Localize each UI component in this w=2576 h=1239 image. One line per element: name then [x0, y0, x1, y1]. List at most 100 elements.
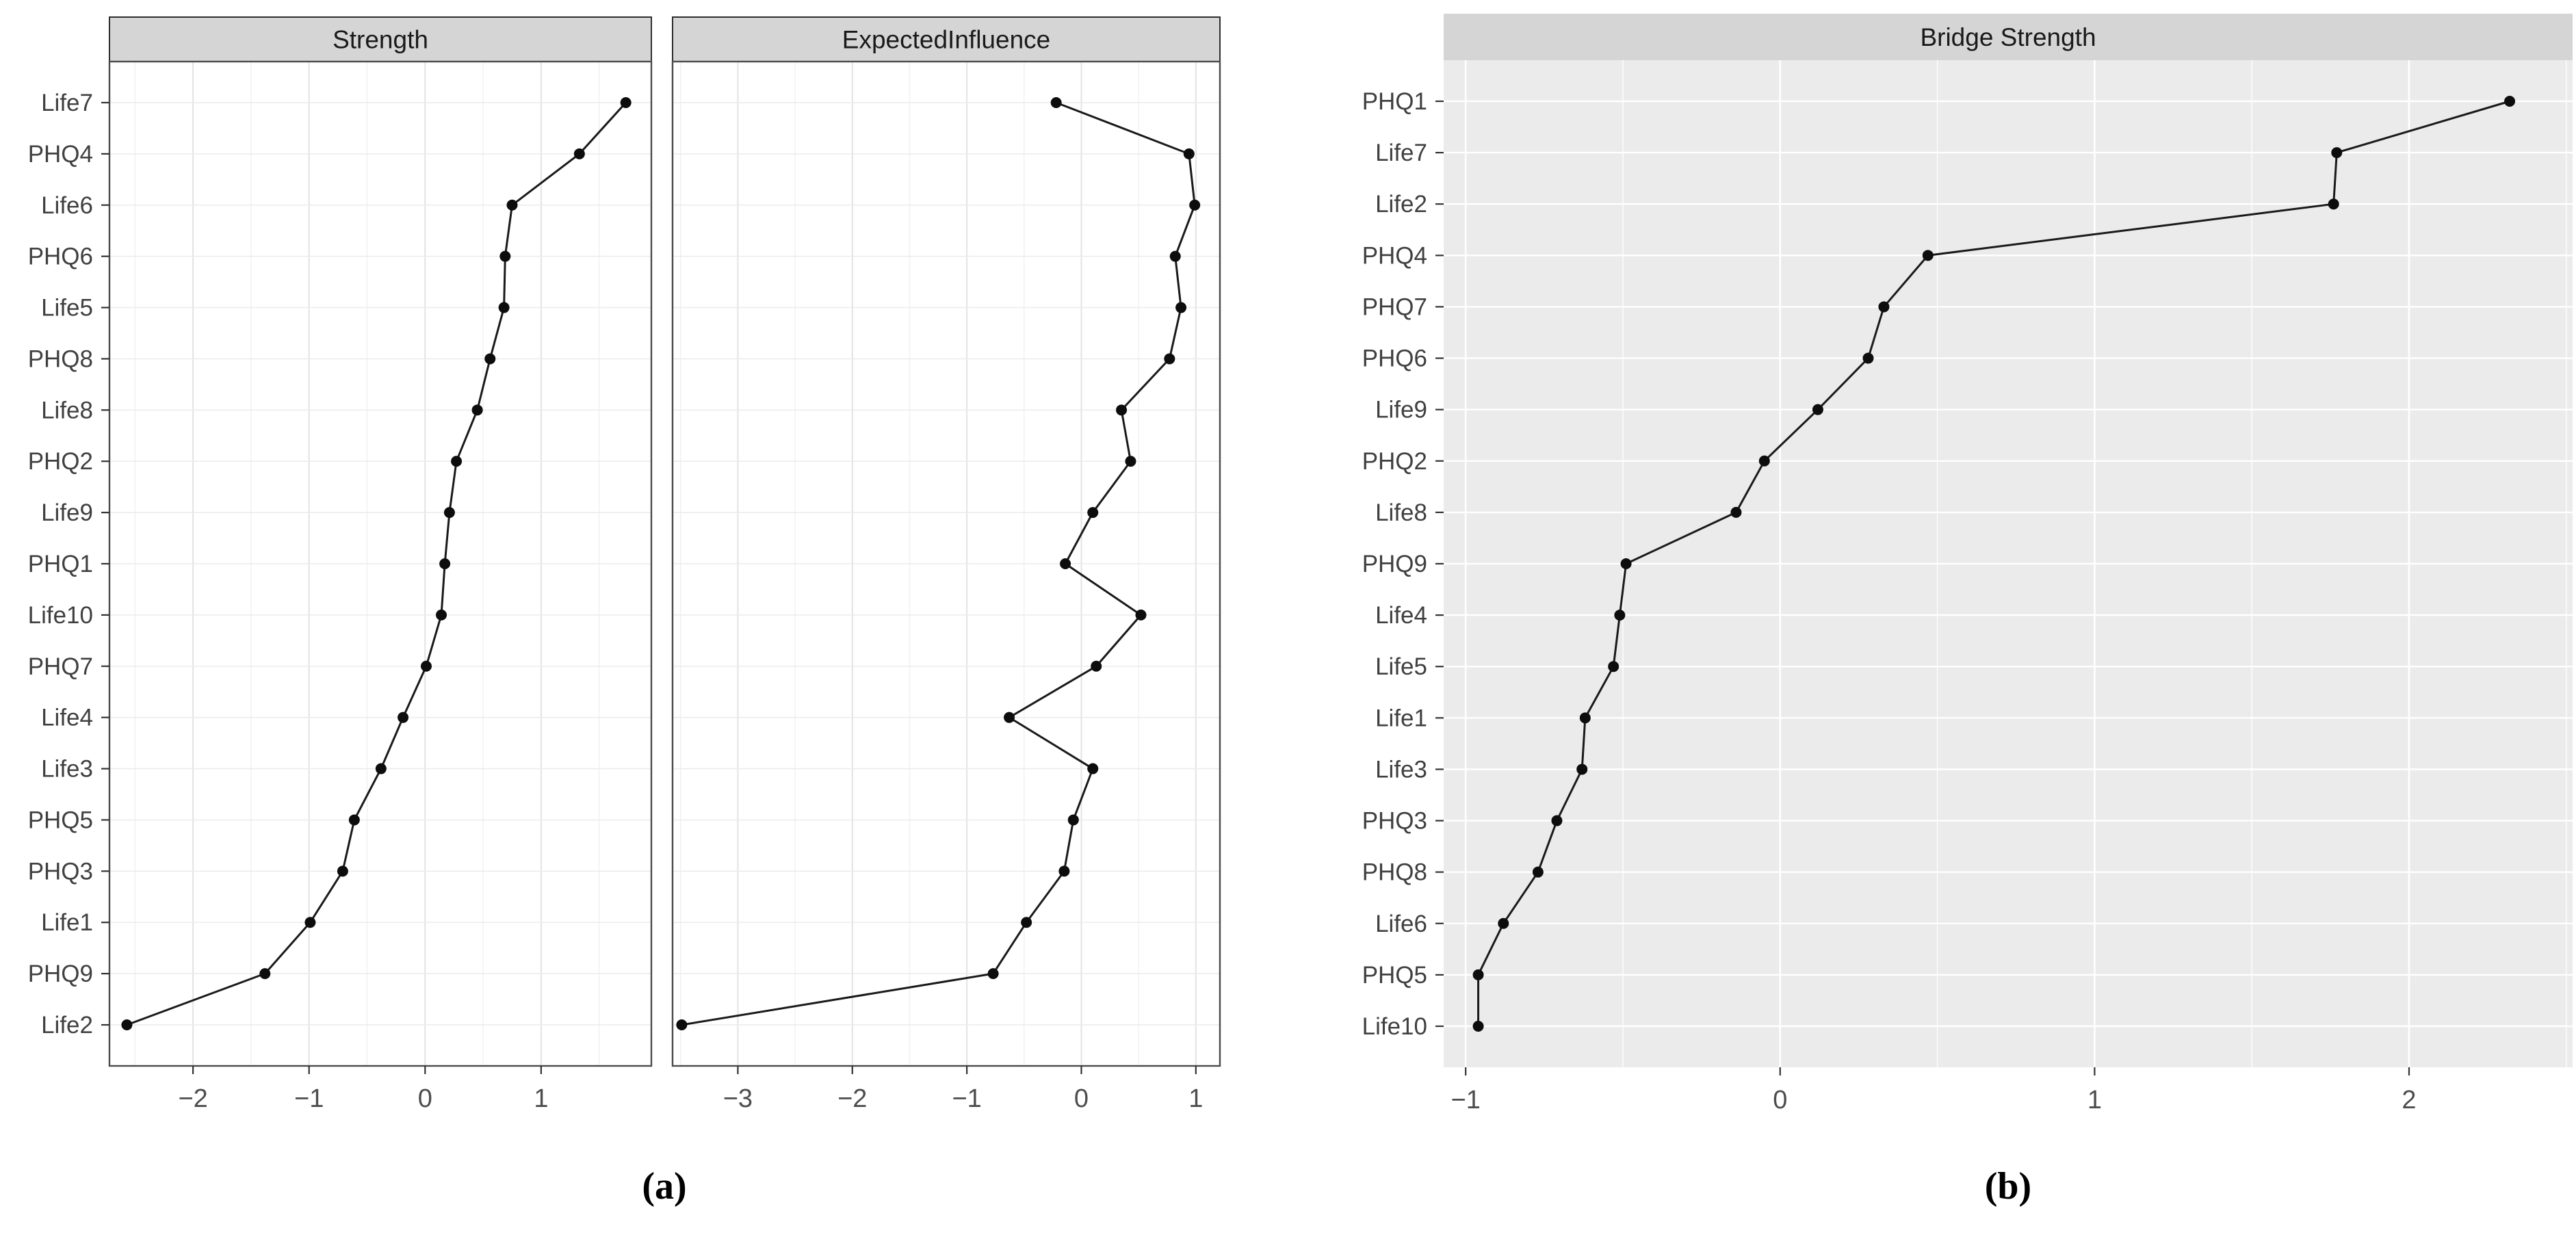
- data-point: [1125, 456, 1136, 467]
- data-point: [1532, 866, 1544, 878]
- y-axis-label: Life10: [1362, 1013, 1427, 1040]
- y-axis-label: Life10: [28, 602, 93, 629]
- data-point: [1067, 814, 1079, 826]
- y-axis-label: Life6: [41, 192, 93, 219]
- y-axis-label: PHQ1: [28, 551, 93, 577]
- figure-a-caption: (a): [642, 1165, 687, 1208]
- x-tick-label: −1: [294, 1084, 324, 1113]
- data-point: [1021, 917, 1032, 928]
- x-tick-label: −1: [1451, 1086, 1481, 1114]
- y-axis-label: Life1: [41, 909, 93, 936]
- data-point: [484, 353, 496, 365]
- data-point: [304, 917, 316, 928]
- data-point: [1472, 1021, 1484, 1032]
- data-point: [1169, 250, 1181, 262]
- data-point: [439, 558, 451, 569]
- y-axis-label: PHQ5: [1362, 962, 1427, 989]
- y-axis-label: Life8: [41, 397, 93, 423]
- data-point: [1087, 507, 1099, 519]
- data-point: [398, 712, 409, 723]
- data-point: [348, 814, 360, 826]
- y-axis-label: PHQ1: [1362, 88, 1427, 115]
- data-point: [451, 456, 463, 467]
- x-tick-label: 0: [1074, 1084, 1089, 1113]
- y-axis-label: Life2: [41, 1012, 93, 1039]
- data-point: [1060, 558, 1071, 569]
- expected-influence-strip: [672, 16, 1221, 62]
- data-point: [1758, 455, 1770, 467]
- y-axis-label: Life7: [41, 90, 93, 116]
- data-point: [1164, 353, 1175, 365]
- data-point: [1004, 712, 1015, 723]
- data-point: [1730, 506, 1742, 518]
- y-axis-label: PHQ8: [1362, 859, 1427, 886]
- y-axis-label: Life5: [1375, 653, 1427, 680]
- y-axis-label: Life4: [41, 705, 93, 731]
- data-point: [1087, 763, 1099, 774]
- x-tick-label: −1: [952, 1084, 981, 1113]
- data-point: [1576, 764, 1588, 775]
- data-point: [121, 1019, 133, 1030]
- data-point: [498, 302, 510, 313]
- y-axis-label: PHQ7: [28, 653, 93, 680]
- data-point: [1189, 199, 1201, 211]
- data-point: [1498, 917, 1509, 929]
- x-tick-label: 1: [1188, 1084, 1203, 1113]
- y-axis-label: Life1: [1375, 705, 1427, 731]
- y-axis-label: Life3: [41, 756, 93, 783]
- data-point: [1922, 250, 1934, 261]
- y-axis-label: PHQ6: [28, 244, 93, 270]
- y-axis-label: PHQ2: [28, 448, 93, 475]
- y-axis-label: Life3: [1375, 756, 1427, 783]
- data-point: [2331, 147, 2343, 159]
- data-point: [1135, 609, 1147, 621]
- y-axis-label: PHQ4: [1362, 242, 1427, 269]
- y-axis-label: PHQ3: [1362, 808, 1427, 835]
- y-axis-label: PHQ2: [1362, 448, 1427, 475]
- y-axis-label: PHQ9: [28, 961, 93, 987]
- data-point: [506, 199, 518, 211]
- data-point: [987, 968, 999, 980]
- expected-influence-strip-title: ExpectedInfluence: [842, 26, 1050, 54]
- strength-strip-title: Strength: [333, 26, 428, 54]
- data-point: [1091, 660, 1102, 672]
- bridge-strength-strip: [1444, 14, 2573, 60]
- data-point: [471, 404, 483, 416]
- y-axis-label: Life9: [41, 499, 93, 526]
- x-tick-label: 2: [2402, 1086, 2416, 1114]
- x-tick-label: 0: [1773, 1086, 1787, 1114]
- expected-influence-panel-border: [671, 60, 1221, 1067]
- data-point: [1116, 404, 1128, 416]
- data-point: [1050, 97, 1062, 108]
- figure-b-caption: (b): [1984, 1165, 2032, 1208]
- data-point: [1608, 661, 1619, 673]
- x-tick-label: −2: [837, 1084, 867, 1113]
- y-axis-label: PHQ8: [28, 345, 93, 372]
- data-point: [420, 660, 432, 672]
- data-point: [443, 507, 455, 519]
- x-tick-label: 1: [2087, 1086, 2102, 1114]
- data-point: [2328, 198, 2339, 210]
- x-tick-label: 1: [534, 1084, 548, 1113]
- y-axis-label: PHQ9: [1362, 551, 1427, 577]
- y-axis-label: Life2: [1375, 191, 1427, 218]
- data-point: [1058, 865, 1070, 877]
- data-point: [1472, 969, 1484, 980]
- data-point: [1175, 302, 1187, 313]
- data-point: [1862, 352, 1874, 364]
- y-axis-label: Life6: [1375, 911, 1427, 937]
- strength-strip: [109, 16, 652, 62]
- data-point: [1812, 404, 1823, 415]
- data-point: [1878, 301, 1890, 313]
- data-point: [1551, 815, 1563, 826]
- data-point: [620, 97, 632, 108]
- x-tick-label: 0: [418, 1084, 432, 1113]
- bridge-strength-strip-title: Bridge Strength: [1920, 23, 2096, 51]
- data-point: [337, 865, 348, 877]
- y-axis-label: Life8: [1375, 499, 1427, 526]
- y-axis-label: PHQ3: [28, 858, 93, 885]
- data-point: [1579, 712, 1591, 724]
